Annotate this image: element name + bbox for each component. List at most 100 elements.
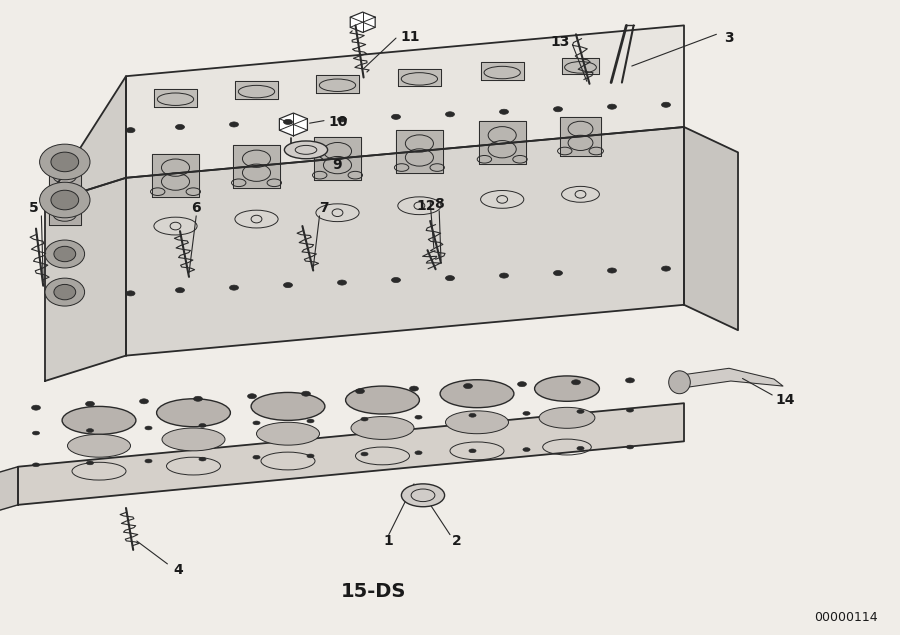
Ellipse shape	[54, 284, 76, 300]
Polygon shape	[235, 81, 278, 99]
Ellipse shape	[535, 376, 599, 401]
Polygon shape	[350, 12, 375, 32]
Polygon shape	[562, 58, 599, 74]
Ellipse shape	[32, 405, 40, 410]
Polygon shape	[481, 62, 524, 80]
Ellipse shape	[248, 394, 256, 399]
Ellipse shape	[126, 128, 135, 133]
Ellipse shape	[392, 114, 400, 119]
Ellipse shape	[230, 285, 238, 290]
Text: 1: 1	[384, 534, 393, 548]
Ellipse shape	[145, 459, 152, 463]
Polygon shape	[479, 121, 526, 164]
Ellipse shape	[68, 434, 130, 457]
Polygon shape	[0, 467, 18, 521]
Ellipse shape	[401, 484, 445, 507]
Text: 4: 4	[174, 563, 183, 577]
Ellipse shape	[662, 102, 670, 107]
Ellipse shape	[307, 454, 314, 458]
Polygon shape	[49, 169, 81, 187]
Ellipse shape	[307, 419, 314, 423]
Ellipse shape	[523, 411, 530, 415]
Ellipse shape	[162, 428, 225, 451]
Polygon shape	[396, 130, 443, 173]
Ellipse shape	[539, 408, 595, 428]
Text: 10: 10	[328, 115, 348, 129]
Ellipse shape	[194, 396, 202, 401]
Ellipse shape	[469, 413, 476, 417]
Polygon shape	[45, 178, 126, 381]
Ellipse shape	[415, 415, 422, 419]
Ellipse shape	[469, 449, 476, 453]
Ellipse shape	[523, 448, 530, 451]
Ellipse shape	[669, 371, 690, 394]
Ellipse shape	[140, 399, 148, 404]
Polygon shape	[684, 127, 738, 330]
Text: 11: 11	[400, 30, 420, 44]
Text: 13: 13	[550, 35, 570, 49]
Ellipse shape	[626, 408, 634, 412]
Ellipse shape	[410, 386, 418, 391]
Polygon shape	[675, 368, 783, 389]
Polygon shape	[49, 207, 81, 225]
Polygon shape	[398, 69, 441, 86]
Ellipse shape	[62, 406, 136, 434]
Ellipse shape	[356, 389, 364, 394]
Ellipse shape	[54, 246, 76, 262]
Text: 8: 8	[435, 197, 444, 211]
Ellipse shape	[346, 386, 419, 414]
Ellipse shape	[446, 112, 454, 117]
Ellipse shape	[256, 422, 320, 445]
Ellipse shape	[32, 431, 40, 435]
Text: 15-DS: 15-DS	[341, 582, 406, 601]
Ellipse shape	[464, 384, 472, 389]
Ellipse shape	[40, 182, 90, 218]
Ellipse shape	[392, 277, 400, 283]
Ellipse shape	[500, 109, 508, 114]
Ellipse shape	[338, 280, 346, 285]
Ellipse shape	[284, 141, 328, 159]
Ellipse shape	[577, 410, 584, 413]
Text: 5: 5	[30, 201, 39, 215]
Text: 2: 2	[453, 534, 462, 548]
Ellipse shape	[338, 117, 346, 122]
Ellipse shape	[554, 271, 562, 276]
Ellipse shape	[670, 377, 680, 382]
Text: 12: 12	[417, 199, 436, 213]
Ellipse shape	[577, 446, 584, 450]
Ellipse shape	[302, 391, 310, 396]
Ellipse shape	[230, 122, 238, 127]
Ellipse shape	[626, 378, 634, 383]
Ellipse shape	[176, 124, 184, 130]
Ellipse shape	[45, 278, 85, 306]
Ellipse shape	[284, 283, 292, 288]
Polygon shape	[126, 25, 684, 178]
Text: 7: 7	[320, 201, 328, 215]
Ellipse shape	[51, 152, 78, 171]
Polygon shape	[45, 76, 126, 203]
Text: 00000114: 00000114	[814, 611, 878, 624]
Text: 6: 6	[192, 201, 201, 215]
Ellipse shape	[126, 291, 135, 296]
Ellipse shape	[446, 276, 454, 281]
Ellipse shape	[351, 417, 414, 439]
Polygon shape	[154, 89, 197, 107]
Ellipse shape	[608, 104, 616, 109]
Ellipse shape	[40, 144, 90, 180]
Ellipse shape	[45, 240, 85, 268]
Polygon shape	[560, 117, 601, 156]
Ellipse shape	[51, 190, 78, 210]
Ellipse shape	[253, 421, 260, 425]
Text: 3: 3	[724, 31, 733, 45]
Ellipse shape	[440, 380, 514, 408]
Ellipse shape	[415, 451, 422, 455]
Ellipse shape	[608, 268, 616, 273]
Ellipse shape	[199, 424, 206, 427]
Polygon shape	[152, 154, 199, 197]
Ellipse shape	[157, 399, 230, 427]
Polygon shape	[279, 113, 308, 136]
Text: 14: 14	[775, 393, 795, 407]
Ellipse shape	[32, 463, 40, 467]
Ellipse shape	[446, 411, 508, 434]
Ellipse shape	[86, 401, 94, 406]
